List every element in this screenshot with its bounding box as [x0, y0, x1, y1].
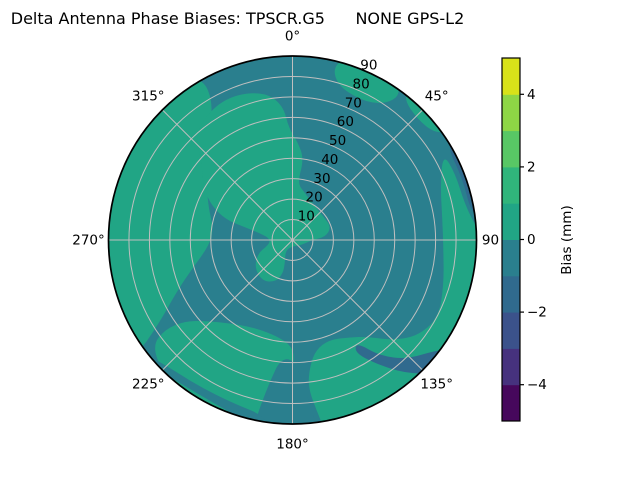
radial-label-70: 70: [345, 95, 362, 111]
grid-spoke-315: [162, 109, 293, 241]
polar-grid: [108, 56, 477, 424]
theta-label-180: 180°: [276, 437, 309, 453]
colorbar-tick-label-4: 4: [527, 87, 536, 103]
theta-label-270: 270°: [72, 233, 105, 249]
radial-label-10: 10: [298, 209, 315, 225]
theta-label-45: 45°: [425, 88, 449, 104]
colorbar-axis-label: Bias (mm): [559, 205, 575, 274]
theta-label-225: 225°: [132, 377, 165, 393]
colorbar-tick-label--4: −4: [527, 377, 547, 393]
grid-spoke-135: [292, 239, 423, 371]
colorbar-tick-label--2: −2: [527, 305, 547, 321]
colorbar-band-3-4: [502, 94, 520, 132]
radial-label-20: 20: [306, 190, 323, 206]
radial-label-60: 60: [337, 114, 354, 130]
theta-label-0: 0°: [285, 29, 300, 45]
radial-label-30: 30: [313, 171, 330, 187]
radial-label-90: 90: [360, 58, 377, 74]
theta-label-90: 90: [482, 233, 499, 249]
polar-outline: [107, 55, 478, 425]
colorbar-band-2-3: [502, 130, 520, 168]
theta-tick-labels: 0° 45° 90 135° 180° 225° 270° 315°: [72, 29, 499, 453]
colorbar-tick-label-0: 0: [527, 232, 536, 248]
colorbar: 4 2 0 −2 −4: [501, 57, 547, 422]
colorbar-band--5--4: [502, 384, 520, 422]
colorbar-band-4-5: [502, 58, 520, 95]
radial-label-80: 80: [353, 76, 370, 92]
chart-title: Delta Antenna Phase Biases: TPSCR.G5 NON…: [10, 9, 465, 28]
colorbar-band--3--2: [502, 312, 520, 349]
radial-label-50: 50: [329, 133, 346, 149]
radial-tick-labels: 10 20 30 40 50 60 70 80 90: [298, 58, 378, 225]
contour-region-north-cap: [197, 93, 330, 282]
colorbar-band--2--1: [502, 275, 520, 313]
contour-region-south-teal-wedge: [255, 359, 316, 424]
colorbar-band--1-0: [502, 239, 520, 277]
radial-label-40: 40: [321, 152, 338, 168]
colorbar-band-0-1: [502, 203, 520, 240]
grid-spoke-225: [162, 239, 293, 371]
theta-label-135: 135°: [420, 377, 453, 393]
colorbar-band-1-2: [502, 166, 520, 204]
colorbar-tick-label-2: 2: [527, 159, 536, 175]
contour-region-southwest-teal-edge-ring: [137, 354, 269, 424]
grid-spoke-45: [292, 109, 423, 241]
theta-label-315: 315°: [132, 88, 165, 104]
colorbar-band--4--3: [502, 348, 520, 386]
